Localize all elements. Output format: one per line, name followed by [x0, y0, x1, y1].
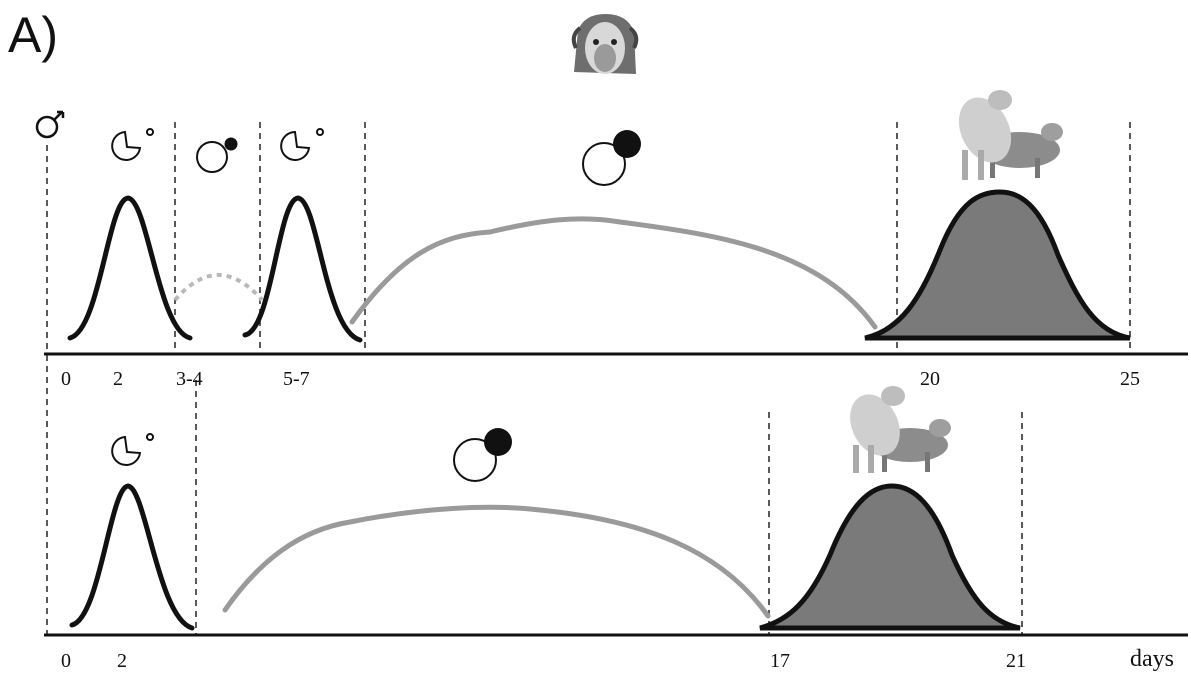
- top-estrus-peak: [864, 189, 1131, 341]
- ovary-corpus-luteum-icon: [453, 428, 512, 482]
- top-timeline: [44, 90, 1188, 356]
- male-symbol-icon: [35, 110, 65, 139]
- bottom-tick-label: 0: [61, 650, 71, 672]
- top-tick-label: 2: [113, 368, 123, 390]
- top-lh-peak-2: [242, 195, 363, 343]
- ram-head-icon: [571, 10, 639, 78]
- panel-label: A): [8, 7, 58, 63]
- ovary-short-cycle-icon: [280, 128, 324, 161]
- top-tick-label: 0: [61, 368, 71, 390]
- top-tick-label: 5-7: [283, 368, 310, 390]
- bottom-lh-peak: [69, 483, 195, 631]
- bottom-tick-label: 17: [770, 650, 790, 672]
- top-lh-peak-1: [67, 195, 193, 341]
- bottom-tick-label: 2: [117, 650, 127, 672]
- top-tick-label: 3-4: [176, 368, 203, 390]
- ovary-short-cycle-icon: [111, 433, 154, 466]
- top-tick-label: 20: [920, 368, 940, 390]
- sheep-mating-icon: [850, 386, 951, 473]
- bottom-estrus-peak: [759, 483, 1021, 631]
- ovary-small-cl-icon: [196, 137, 238, 173]
- top-tick-label: 25: [1120, 368, 1140, 390]
- top-progesterone-curve: [349, 216, 878, 330]
- sheep-mating-icon: [958, 90, 1063, 180]
- ovary-corpus-luteum-icon: [582, 130, 641, 186]
- bottom-progesterone-curve: [222, 504, 771, 619]
- bottom-tick-label: 21: [1006, 650, 1026, 672]
- ovary-short-cycle-icon: [111, 128, 154, 161]
- bottom-timeline: [44, 355, 1188, 637]
- top-short-cycle-arc: [173, 273, 264, 302]
- axis-unit-label: days: [1130, 646, 1174, 672]
